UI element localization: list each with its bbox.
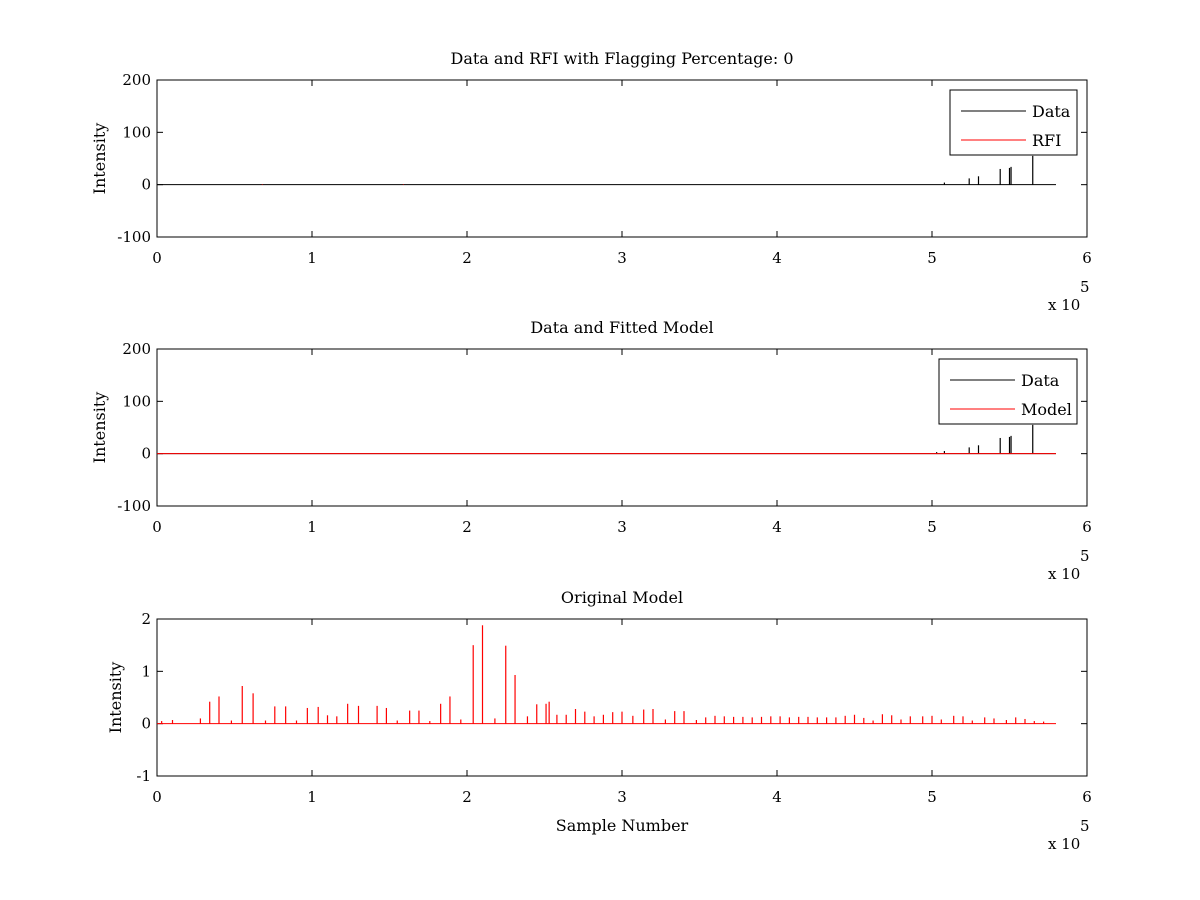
y-tick-label: 100	[122, 392, 151, 410]
series-model	[157, 625, 1056, 725]
series-rfi	[261, 184, 405, 185]
x-tick-label: 1	[307, 518, 317, 536]
x-tick-label: 1	[307, 249, 317, 267]
legend: Data RFI	[949, 89, 1078, 156]
x-multiplier-exponent: 5	[1080, 817, 1090, 835]
plot-area-frame	[156, 348, 1088, 507]
x-tick-label: 0	[152, 518, 162, 536]
chart-title: Original Model	[561, 588, 683, 607]
x-tick-label: 3	[617, 788, 627, 806]
x-axis-label: Sample Number	[556, 816, 689, 835]
series-data	[157, 155, 1056, 186]
legend-entry-label: Data	[1032, 102, 1071, 121]
x-tick-label: 6	[1082, 249, 1092, 267]
x-tick-label: 4	[772, 788, 782, 806]
y-tick-label: 0	[141, 445, 151, 463]
x-tick-label: 0	[152, 788, 162, 806]
legend-entry-label: Model	[1021, 400, 1072, 419]
y-tick-label: -100	[117, 497, 151, 515]
x-tick-label: 2	[462, 249, 472, 267]
x-tick-label: 2	[462, 788, 472, 806]
x-tick-label: 6	[1082, 518, 1092, 536]
x-multiplier-label: x 10	[1048, 296, 1080, 314]
x-multiplier-exponent: 5	[1080, 547, 1090, 565]
y-tick-label: 100	[122, 123, 151, 141]
plot-area-frame	[156, 79, 1088, 238]
x-tick-label: 4	[772, 249, 782, 267]
chart-title: Data and RFI with Flagging Percentage: 0	[450, 49, 793, 68]
x-multiplier-label: x 10	[1048, 565, 1080, 583]
legend-box	[938, 358, 1078, 425]
x-tick-label: 0	[152, 249, 162, 267]
plot-area-frame	[156, 618, 1088, 777]
x-multiplier-exponent: 5	[1080, 278, 1090, 296]
x-tick-label: 3	[617, 249, 627, 267]
x-tick-label: 6	[1082, 788, 1092, 806]
y-tick-label: 200	[122, 340, 151, 358]
y-tick-label: 200	[122, 71, 151, 89]
x-tick-label: 5	[927, 788, 937, 806]
x-tick-label: 4	[772, 518, 782, 536]
legend-box	[949, 89, 1078, 156]
legend-entry-label: RFI	[1032, 131, 1061, 150]
x-tick-label: 5	[927, 249, 937, 267]
x-tick-label: 2	[462, 518, 472, 536]
legend: Data Model	[938, 358, 1078, 425]
chart-title: Data and Fitted Model	[530, 318, 713, 337]
x-multiplier-label: x 10	[1048, 835, 1080, 853]
y-axis-label: Intensity	[106, 662, 125, 734]
legend-entry-label: Data	[1021, 371, 1060, 390]
y-tick-label: 0	[141, 715, 151, 733]
y-axis-label: Intensity	[90, 392, 109, 464]
y-tick-label: 2	[141, 610, 151, 628]
y-tick-label: -100	[117, 228, 151, 246]
y-tick-label: -1	[136, 767, 151, 785]
y-axis-label: Intensity	[90, 123, 109, 195]
x-tick-label: 1	[307, 788, 317, 806]
x-tick-label: 3	[617, 518, 627, 536]
y-tick-label: 1	[141, 662, 151, 680]
y-tick-label: 0	[141, 176, 151, 194]
x-tick-label: 5	[927, 518, 937, 536]
